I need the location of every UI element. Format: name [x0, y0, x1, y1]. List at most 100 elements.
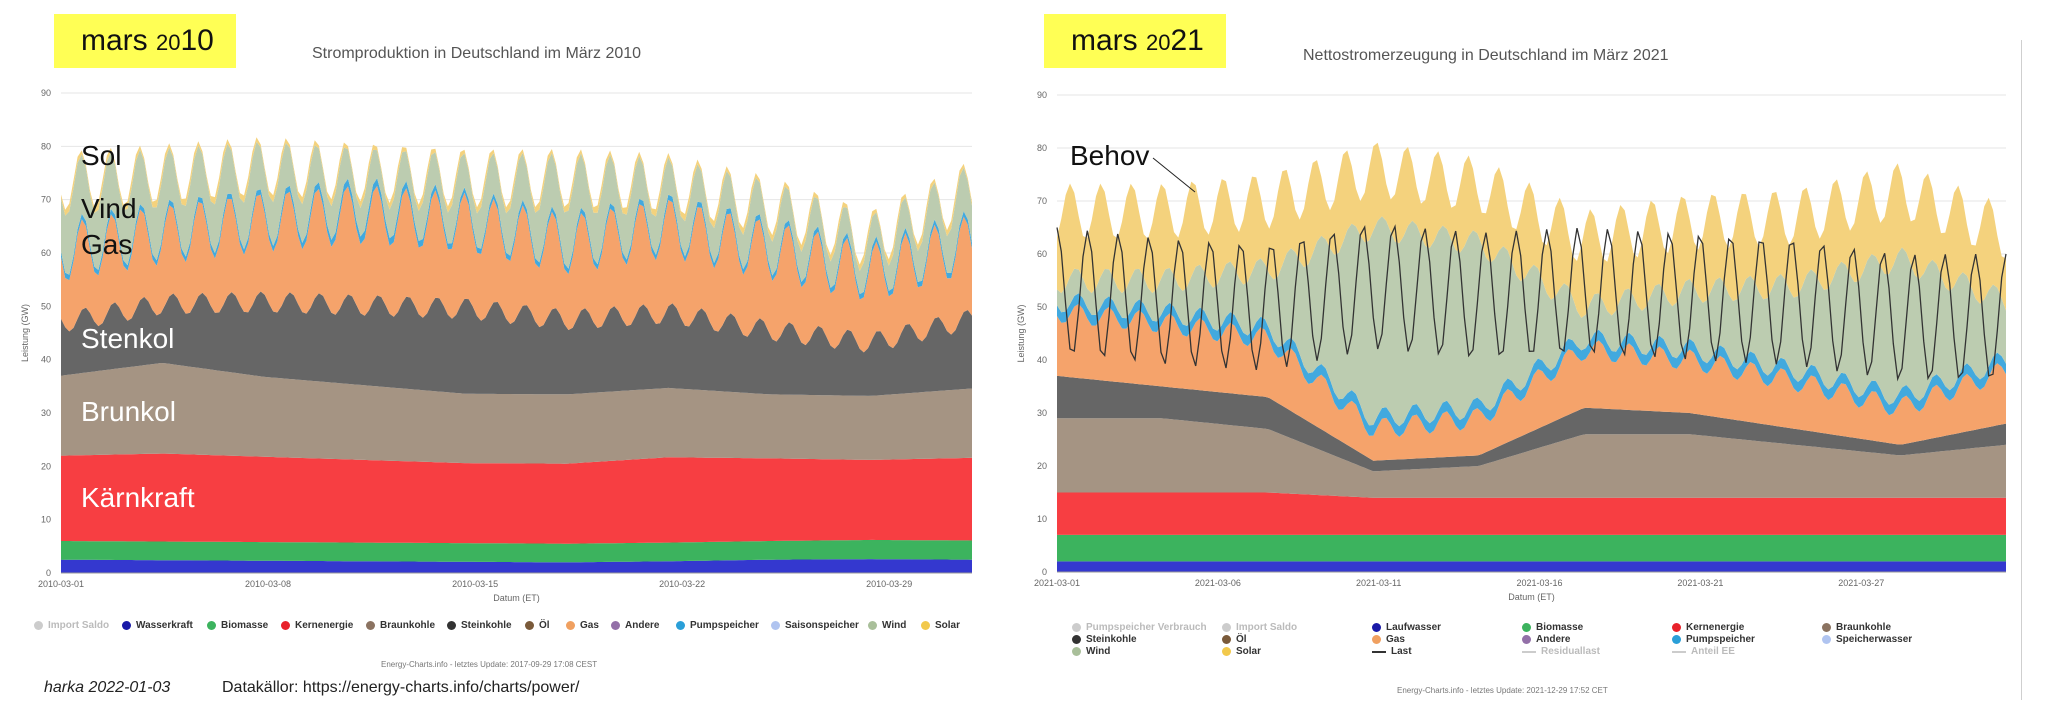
chart-2021-legend-item[interactable]: Solar [1222, 646, 1261, 657]
chart-2021-legend-item[interactable]: Öl [1222, 634, 1247, 645]
chart-2010-area-biomasse [61, 539, 972, 563]
legend-label: Laufwasser [1386, 622, 1442, 633]
legend-dot-marker [921, 621, 930, 630]
legend-dot-marker [676, 621, 685, 630]
chart-2021-ylabel: Leistung (GW) [1016, 304, 1026, 362]
chart-2021-area-gas [1057, 303, 2006, 461]
chart-2021-area-laufwasser [1057, 561, 2006, 572]
chart-2010-legend-item[interactable]: Saisonspeicher [771, 620, 859, 631]
legend-dot-marker [1522, 623, 1531, 632]
chart-2010-ytick-40: 40 [41, 355, 51, 365]
chart-2010-legend-item[interactable]: Wasserkraft [122, 620, 193, 631]
chart-2021-legend-item[interactable]: Braunkohle [1822, 622, 1891, 633]
legend-line-marker [1372, 650, 1386, 653]
legend-label: Import Saldo [1236, 622, 1298, 633]
chart-2021-ytick-0: 0 [1042, 567, 1047, 577]
right-border-line [2021, 40, 2022, 700]
legend-dot-marker [1372, 635, 1381, 644]
legend-dot-marker [1372, 623, 1381, 632]
legend-label: Saisonspeicher [785, 620, 859, 631]
chart-2010-ytick-90: 90 [41, 88, 51, 98]
chart-2010-ytick-80: 80 [41, 141, 51, 151]
chart-2021-area-kernenergie [1057, 492, 2006, 535]
legend-dot-marker [281, 621, 290, 630]
chart-2010-ytick-50: 50 [41, 301, 51, 311]
data-source: Datakällor: https://energy-charts.info/c… [222, 679, 580, 696]
legend-label: Öl [1236, 634, 1247, 645]
chart-2010-legend-item[interactable]: Import Saldo [34, 620, 109, 631]
chart-2010-legend-item[interactable]: Braunkohle [366, 620, 435, 631]
chart-2010-xtick-2: 2010-03-15 [452, 579, 498, 589]
credit-2010: Energy-Charts.info - letztes Update: 201… [381, 660, 598, 669]
legend-dot-marker [1672, 623, 1681, 632]
chart-2010-area-gas [61, 185, 972, 353]
legend-label: Steinkohle [461, 620, 512, 631]
chart-2021-load-line [1056, 224, 2007, 382]
chart-2010-legend-item[interactable]: Biomasse [207, 620, 268, 631]
chart-2021-legend-item[interactable]: Wind [1072, 646, 1110, 657]
chart-2021-legend-item[interactable]: Steinkohle [1072, 634, 1137, 645]
chart-2010-ytick-70: 70 [41, 195, 51, 205]
chart-2021-ytick-70: 70 [1037, 196, 1047, 206]
chart-2010-legend-item[interactable]: Pumpspeicher [676, 620, 759, 631]
chart-2021-ytick-40: 40 [1037, 355, 1047, 365]
overlay-label-sol: Sol [81, 140, 122, 171]
chart-2021-legend-item[interactable]: Pumpspeicher Verbrauch [1072, 622, 1207, 633]
legend-dot-marker [1072, 623, 1081, 632]
chart-2021-legend-item[interactable]: Laufwasser [1372, 622, 1441, 633]
legend-label: Wind [1086, 646, 1111, 657]
overlay-label-stenkol: Stenkol [81, 323, 175, 354]
chart-2021-area-solar [1057, 142, 2006, 318]
legend-label: Braunkohle [1836, 622, 1892, 633]
legend-label: Kernenergie [1686, 622, 1745, 633]
chart-2021-legend-item[interactable]: Andere [1522, 634, 1570, 645]
legend-label: Anteil EE [1691, 646, 1735, 657]
chart-2021-legend-item[interactable]: Gas [1372, 634, 1405, 645]
chart-2021-ytick-20: 20 [1037, 461, 1047, 471]
legend-dot-marker [1822, 623, 1831, 632]
chart-2010-ytick-20: 20 [41, 461, 51, 471]
chart-2010-xtick-4: 2010-03-29 [866, 579, 912, 589]
chart-2010-xtick-0: 2010-03-01 [38, 579, 84, 589]
legend-dot-marker [34, 621, 43, 630]
legend-dot-marker [1522, 635, 1531, 644]
chart-2021-ytick-60: 60 [1037, 249, 1047, 259]
chart-2021-legend-item[interactable]: Last [1372, 646, 1412, 657]
year-highlight-2010: mars 2010 [54, 14, 236, 68]
legend-dot-marker [771, 621, 780, 630]
chart-2010-area-braunkohle [61, 363, 972, 464]
chart-2021-legend-item[interactable]: Residuallast [1522, 646, 1600, 657]
chart-2021-legend-item[interactable]: Pumpspeicher [1672, 634, 1755, 645]
legend-line-marker [1522, 650, 1536, 653]
chart-title-2021: Nettostromerzeugung in Deutschland im Mä… [1303, 47, 1669, 64]
chart-2010-ytick-60: 60 [41, 248, 51, 258]
legend-dot-marker [1672, 635, 1681, 644]
chart-2021-legend-item[interactable]: Import Saldo [1222, 622, 1297, 633]
chart-2010-legend-item[interactable]: Wind [868, 620, 906, 631]
chart-2010-legend-item[interactable]: Steinkohle [447, 620, 512, 631]
chart-2021-xtick-0: 2021-03-01 [1034, 578, 1080, 588]
overlay-label-gas: Gas [81, 229, 133, 260]
chart-2010-area-kernenergie [61, 453, 972, 544]
chart-2010-legend-item[interactable]: Kernenergie [281, 620, 353, 631]
chart-2021-legend-item[interactable]: Kernenergie [1672, 622, 1744, 633]
chart-2010-xtick-1: 2010-03-08 [245, 579, 291, 589]
legend-label: Andere [625, 620, 660, 631]
chart-2010-legend-item[interactable]: Gas [566, 620, 599, 631]
legend-label: Solar [1236, 646, 1262, 657]
legend-dot-marker [1222, 623, 1231, 632]
overlay-label-karnkraft: Kärnkraft [81, 482, 195, 513]
chart-2021-legend-item[interactable]: Anteil EE [1672, 646, 1735, 657]
chart-2010-legend-item[interactable]: Solar [921, 620, 960, 631]
legend-label: Biomasse [221, 620, 269, 631]
chart-2010-legend-item[interactable]: Öl [525, 620, 550, 631]
legend-label: Pumpspeicher [1686, 634, 1755, 645]
area-chart-2010: 0 10 20 30 40 50 60 70 80 90 Leistung (GW) 2010-03-… [20, 88, 972, 603]
legend-dot-marker [611, 621, 620, 630]
overlay-label-behov: Behov [1070, 140, 1150, 171]
chart-2021-legend-item[interactable]: Biomasse [1522, 622, 1583, 633]
chart-2021-legend-item[interactable]: Speicherwasser [1822, 634, 1912, 645]
legend-dot-marker [1222, 647, 1231, 656]
legend-label: Wind [882, 620, 907, 631]
chart-2010-legend-item[interactable]: Andere [611, 620, 659, 631]
